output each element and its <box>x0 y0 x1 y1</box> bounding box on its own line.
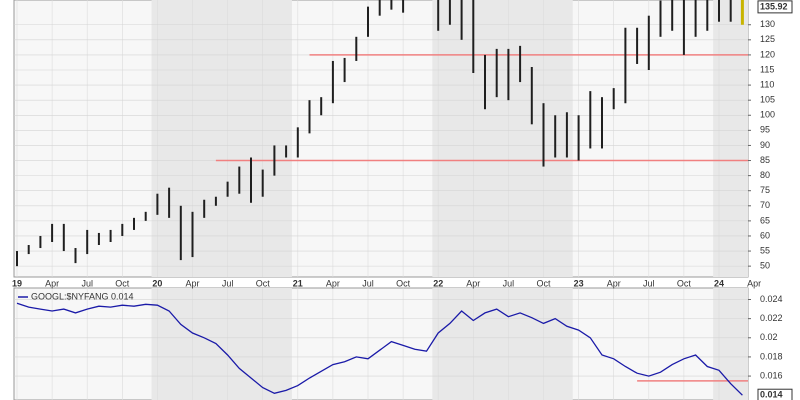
x-tick-label: Jul <box>81 278 93 288</box>
x-tick-label: Apr <box>326 278 340 288</box>
y-tick-label: 130 <box>760 19 775 29</box>
y-tick-label: 100 <box>760 110 775 120</box>
axes: 50 55 60 65 70 75 80 85 90 95 100 105 110 115 120 125 13… <box>12 0 793 400</box>
x-tick-label: 24 <box>714 278 724 288</box>
x-tick-label: Oct <box>115 278 130 288</box>
x-tick-label: Jul <box>362 278 374 288</box>
y-tick-label: 0.02 <box>760 332 778 342</box>
x-tick-label: Apr <box>45 278 59 288</box>
x-tick-label: 19 <box>12 278 22 288</box>
y-tick-label: 60 <box>760 230 770 240</box>
x-tick-label: 23 <box>574 278 584 288</box>
y-tick-label: 65 <box>760 215 770 225</box>
year-band <box>151 0 292 277</box>
y-tick-label: 115 <box>760 64 774 74</box>
year-band <box>713 0 748 277</box>
x-tick-label: Apr <box>185 278 199 288</box>
y-tick-label: 0.024 <box>760 294 783 304</box>
x-tick-label: Jul <box>503 278 515 288</box>
x-tick-label: Apr <box>607 278 621 288</box>
y-tick-label: 105 <box>760 95 775 105</box>
y-tick-label: 95 <box>760 125 770 135</box>
y-tick-label: 90 <box>760 140 770 150</box>
x-tick-label: Oct <box>256 278 271 288</box>
x-tick-label: Oct <box>677 278 692 288</box>
legend-label: GOOGL:$NYFANG 0.014 <box>31 291 134 301</box>
y-tick-label: 0.016 <box>760 370 783 380</box>
x-tick-label: Oct <box>536 278 551 288</box>
y-tick-label: 70 <box>760 200 770 210</box>
last-value-box <box>757 388 793 400</box>
y-tick-label: 85 <box>760 155 770 165</box>
last-value-box <box>757 0 793 14</box>
y-tick-label: 125 <box>760 34 775 44</box>
y-tick-label: 0.018 <box>760 351 783 361</box>
y-tick-label: 80 <box>760 170 770 180</box>
x-tick-label: Oct <box>396 278 411 288</box>
last-value-label: 0.014 <box>760 390 783 400</box>
x-tick-label: 22 <box>433 278 443 288</box>
ratio-panel <box>16 302 748 396</box>
y-tick-label: 75 <box>760 185 770 195</box>
year-band <box>151 288 292 400</box>
year-band <box>432 288 573 400</box>
x-tick-label: Apr <box>466 278 480 288</box>
ratio-line <box>16 302 743 396</box>
y-tick-label: 110 <box>760 79 774 89</box>
y-tick-label: 50 <box>760 261 770 271</box>
x-tick-label: Jul <box>643 278 655 288</box>
x-tick-label: 20 <box>152 278 162 288</box>
y-tick-label: 0.022 <box>760 313 783 323</box>
x-tick-label: 21 <box>293 278 303 288</box>
y-tick-label: 120 <box>760 49 775 59</box>
panel-background <box>13 287 749 400</box>
price-panel <box>16 0 748 267</box>
last-value-label: 135.92 <box>760 1 788 11</box>
x-tick-label: Jul <box>222 278 234 288</box>
x-tick-label: Apr <box>747 278 761 288</box>
year-band <box>432 0 573 277</box>
y-tick-label: 55 <box>760 245 770 255</box>
